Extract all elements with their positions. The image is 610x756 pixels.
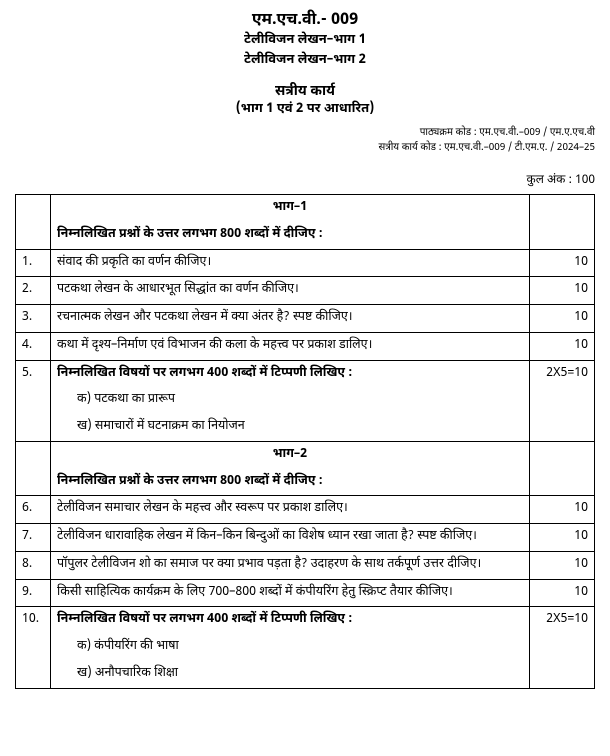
sub-q-text: क) कंपीयरिंग की भाषा — [51, 634, 530, 661]
q-num: 3. — [16, 305, 51, 333]
question-row: 7. टेलीविजन धारावाहिक लेखन में किन–किन ब… — [16, 524, 595, 552]
question-row: 5. निम्नलिखित विषयों पर लगभग 400 शब्दों … — [16, 360, 595, 387]
sub-q-text: ख) समाचारों में घटनाक्रम का नियोजन — [51, 414, 530, 441]
q-text: टेलीविजन धारावाहिक लेखन में किन–किन बिन्… — [51, 524, 530, 552]
question-row: 1. संवाद की प्रकृति का वर्णन कीजिए। 10 — [16, 249, 595, 277]
q-text: कथा में दृश्य–निर्माण एवं विभाजन की कला … — [51, 332, 530, 360]
q-marks: 10 — [530, 332, 595, 360]
q-marks: 10 — [530, 305, 595, 333]
q-num: 2. — [16, 277, 51, 305]
q-text: संवाद की प्रकृति का वर्णन कीजिए। — [51, 249, 530, 277]
question-row: 8. पॉपुलर टेलीविजन शो का समाज पर क्या प्… — [16, 551, 595, 579]
q-num: 1. — [16, 249, 51, 277]
q-marks: 10 — [530, 496, 595, 524]
question-row: 6. टेलीविजन समाचार लेखन के महत्त्व और स्… — [16, 496, 595, 524]
question-row: 10. निम्नलिखित विषयों पर लगभग 400 शब्दों… — [16, 607, 595, 634]
q-marks: 2X5=10 — [530, 607, 595, 634]
q-marks: 2X5=10 — [530, 360, 595, 387]
q-text: निम्नलिखित विषयों पर लगभग 400 शब्दों में… — [51, 360, 530, 387]
q-marks: 10 — [530, 524, 595, 552]
question-row: 2. पटकथा लेखन के आधारभूत सिद्धांत का वर्… — [16, 277, 595, 305]
total-marks: कुल अंक : 100 — [15, 172, 595, 188]
q-text: पॉपुलर टेलीविजन शो का समाज पर क्या प्रभा… — [51, 551, 530, 579]
assignment-subtitle: (भाग 1 एवं 2 पर आधारित) — [15, 101, 595, 118]
q-text: टेलीविजन समाचार लेखन के महत्त्व और स्वरू… — [51, 496, 530, 524]
course-code: एम.एच.वी.- 009 — [15, 10, 595, 31]
section-2-instruction: निम्नलिखित प्रश्नों के उत्तर लगभग 800 शब… — [51, 469, 530, 496]
sub-question-row: क) पटकथा का प्रारूप — [16, 387, 595, 414]
q-text: किसी साहित्यिक कार्यक्रम के लिए 700–800 … — [51, 579, 530, 607]
q-num: 6. — [16, 496, 51, 524]
section-2-header-row: भाग–2 — [16, 441, 595, 468]
meta-line-1: पाठ्यक्रम कोड : एम.एच.वी.–009 / एम.ए.एच.… — [15, 126, 595, 141]
questions-table: भाग–1 निम्नलिखित प्रश्नों के उत्तर लगभग … — [15, 194, 595, 689]
q-text: निम्नलिखित विषयों पर लगभग 400 शब्दों में… — [51, 607, 530, 634]
q-text: पटकथा लेखन के आधारभूत सिद्धांत का वर्णन … — [51, 277, 530, 305]
q-marks: 10 — [530, 551, 595, 579]
document-header: एम.एच.वी.- 009 टेलीविजन लेखन–भाग 1 टेलीव… — [15, 10, 595, 118]
q-num: 5. — [16, 360, 51, 387]
question-row: 3. रचनात्मक लेखन और पटकथा लेखन में क्या … — [16, 305, 595, 333]
question-row: 9. किसी साहित्यिक कार्यक्रम के लिए 700–8… — [16, 579, 595, 607]
section-2-instruction-row: निम्नलिखित प्रश्नों के उत्तर लगभग 800 शब… — [16, 469, 595, 496]
course-title-1: टेलीविजन लेखन–भाग 1 — [15, 31, 595, 51]
q-marks: 10 — [530, 579, 595, 607]
course-title-2: टेलीविजन लेखन–भाग 2 — [15, 51, 595, 71]
meta-line-2: सत्रीय कार्य कोड : एम.एच.वी.–009 / टी.एम… — [15, 141, 595, 156]
q-marks: 10 — [530, 249, 595, 277]
q-marks: 10 — [530, 277, 595, 305]
q-num: 10. — [16, 607, 51, 634]
section-2-title: भाग–2 — [51, 441, 530, 468]
q-num: 9. — [16, 579, 51, 607]
q-text: रचनात्मक लेखन और पटकथा लेखन में क्या अंत… — [51, 305, 530, 333]
meta-info: पाठ्यक्रम कोड : एम.एच.वी.–009 / एम.ए.एच.… — [15, 126, 595, 156]
sub-q-text: ख) अनौपचारिक शिक्षा — [51, 661, 530, 688]
section-1-header-row: भाग–1 — [16, 195, 595, 222]
q-num: 7. — [16, 524, 51, 552]
q-num: 4. — [16, 332, 51, 360]
question-row: 4. कथा में दृश्य–निर्माण एवं विभाजन की क… — [16, 332, 595, 360]
sub-q-text: क) पटकथा का प्रारूप — [51, 387, 530, 414]
sub-question-row: ख) समाचारों में घटनाक्रम का नियोजन — [16, 414, 595, 441]
section-1-title: भाग–1 — [51, 195, 530, 222]
sub-question-row: ख) अनौपचारिक शिक्षा — [16, 661, 595, 688]
sub-question-row: क) कंपीयरिंग की भाषा — [16, 634, 595, 661]
section-1-instruction-row: निम्नलिखित प्रश्नों के उत्तर लगभग 800 शब… — [16, 222, 595, 249]
q-num: 8. — [16, 551, 51, 579]
section-1-instruction: निम्नलिखित प्रश्नों के उत्तर लगभग 800 शब… — [51, 222, 530, 249]
assignment-title: सत्रीय कार्य — [15, 82, 595, 101]
